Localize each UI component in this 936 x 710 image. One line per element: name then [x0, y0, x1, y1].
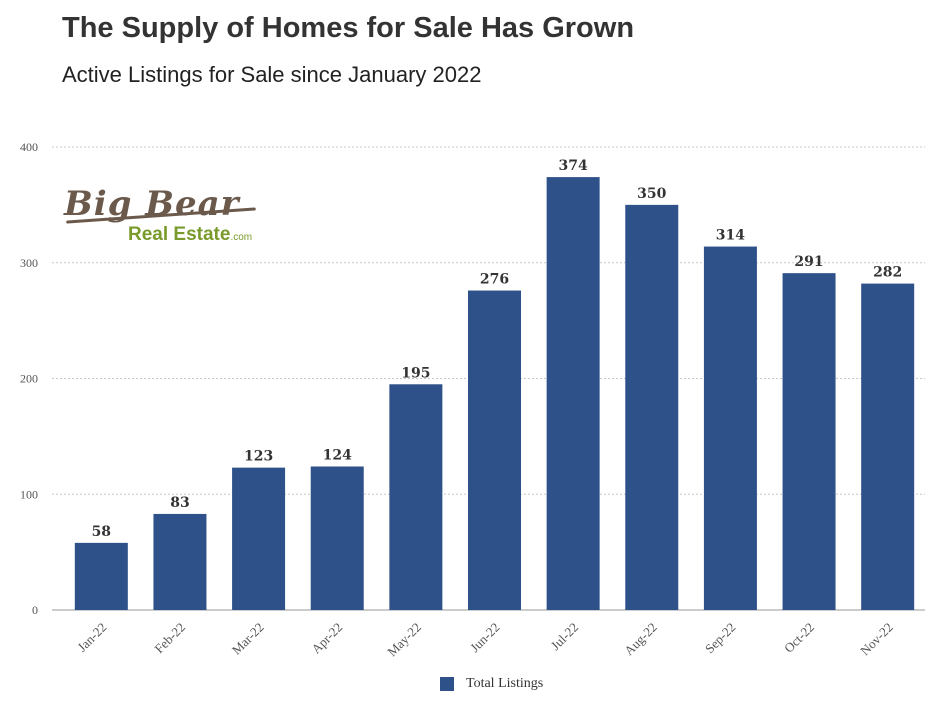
bar: [468, 290, 521, 610]
data-label: 350: [637, 186, 666, 202]
x-tick-label: Oct-22: [781, 620, 817, 656]
data-label: 314: [716, 228, 745, 244]
bar: [232, 467, 286, 610]
data-label: 276: [480, 272, 509, 288]
data-label: 83: [170, 495, 189, 511]
y-tick-label: 400: [20, 140, 38, 154]
x-tick-label: Jan-22: [74, 620, 109, 655]
chart-subtitle: Active Listings for Sale since January 2…: [62, 62, 482, 87]
data-label: 291: [794, 254, 823, 270]
legend: Total Listings: [440, 676, 543, 692]
x-tick-label: Mar-22: [229, 620, 267, 658]
bar: [703, 246, 757, 611]
big-bear-logo: Big Bear Real Estate.com: [64, 184, 264, 254]
bar: [546, 177, 600, 610]
data-label: 58: [92, 524, 111, 540]
data-label: 195: [401, 365, 430, 381]
legend-swatch: [440, 677, 454, 691]
x-tick-label: Nov-22: [857, 620, 896, 659]
bar: [861, 283, 915, 610]
bar: [310, 466, 364, 610]
bar: [74, 542, 128, 610]
data-label: 123: [244, 449, 273, 465]
x-tick-label: Feb-22: [151, 620, 188, 657]
bar: [625, 204, 679, 610]
x-tick-label: Apr-22: [308, 620, 345, 657]
x-tick-label: Aug-22: [621, 620, 660, 659]
data-label: 124: [323, 447, 352, 463]
x-tick-label: Jun-22: [467, 620, 503, 656]
data-label: 374: [559, 158, 588, 174]
x-tick-label: Jul-22: [548, 620, 582, 654]
legend-label: Total Listings: [466, 676, 544, 691]
bar: [389, 384, 443, 610]
y-tick-label: 0: [32, 603, 38, 617]
logo-sub-text: Real Estate.com: [128, 224, 253, 245]
y-tick-label: 200: [20, 372, 38, 386]
x-tick-label: May-22: [384, 620, 424, 660]
y-tick-label: 100: [20, 487, 38, 501]
y-tick-label: 300: [20, 256, 38, 270]
data-label: 282: [873, 265, 902, 281]
bar: [153, 513, 207, 610]
x-tick-label: Sep-22: [702, 620, 739, 657]
bar: [782, 273, 836, 610]
chart-title: The Supply of Homes for Sale Has Grown: [62, 12, 635, 44]
